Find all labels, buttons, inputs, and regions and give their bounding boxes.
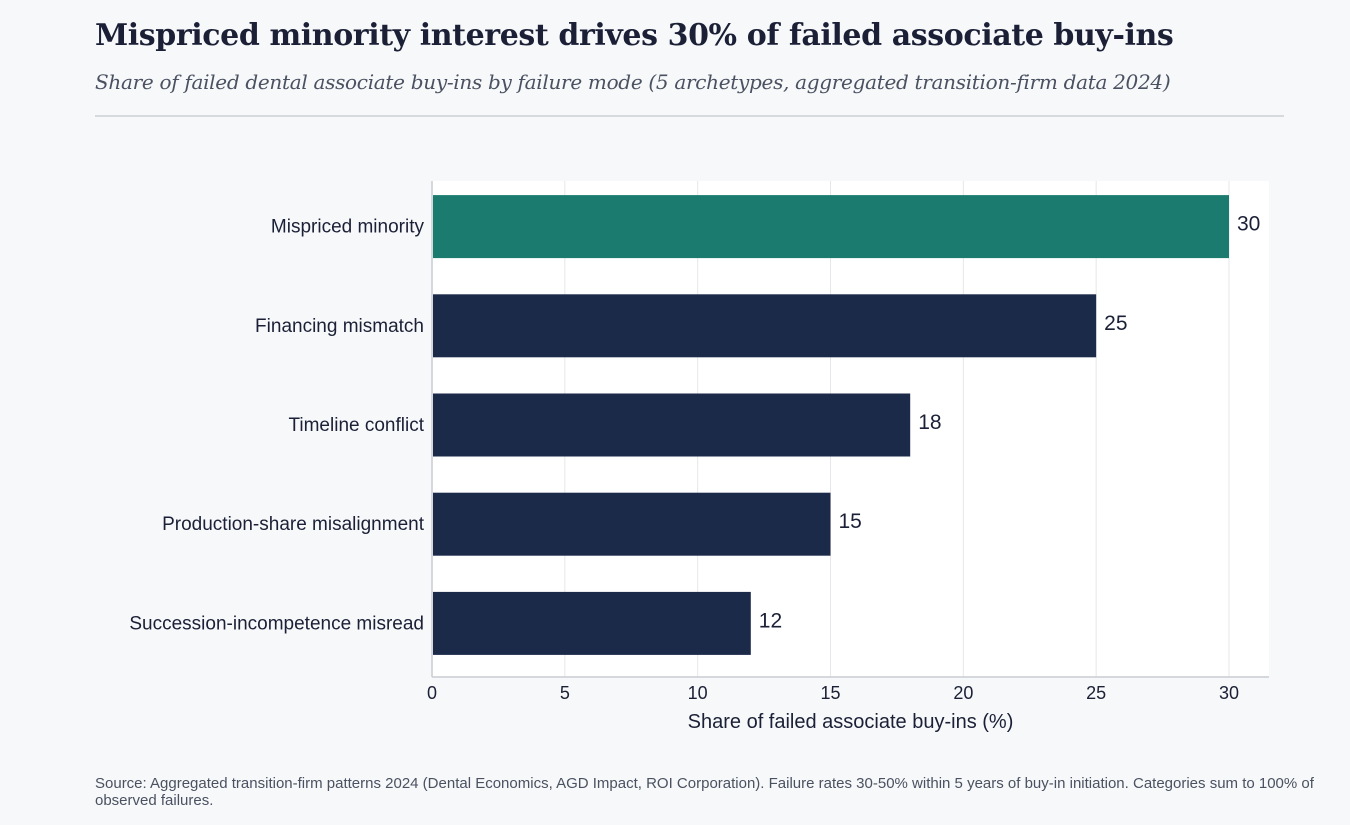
category-label: Mispriced minority — [271, 217, 425, 238]
x-tick-label: 25 — [1086, 683, 1106, 703]
category-label: Succession-incompetence misread — [129, 613, 424, 634]
bar — [433, 393, 911, 457]
x-tick-label: 20 — [953, 683, 973, 703]
value-label: 12 — [759, 609, 782, 632]
value-label: 18 — [918, 411, 941, 434]
category-label: Timeline conflict — [288, 415, 424, 436]
category-label: Production-share misalignment — [162, 514, 425, 535]
bars — [433, 195, 1229, 655]
x-tick-label: 15 — [820, 683, 840, 703]
bar — [433, 294, 1097, 358]
value-label: 30 — [1237, 213, 1260, 236]
category-label: Financing mismatch — [255, 316, 424, 337]
x-axis-label: Share of failed associate buy-ins (%) — [688, 711, 1014, 733]
source-note: Source: Aggregated transition-firm patte… — [95, 775, 1314, 809]
chart-subtitle: Share of failed dental associate buy-ins… — [95, 70, 1171, 94]
bar — [433, 591, 751, 655]
labels: Mispriced minority 30 Financing mismatch 25… — [129, 213, 1260, 635]
bar — [433, 195, 1229, 259]
value-label: 25 — [1104, 312, 1127, 335]
header-divider — [95, 115, 1284, 117]
x-tick-label: 10 — [688, 683, 708, 703]
chart-title: Mispriced minority interest drives 30% o… — [95, 18, 1174, 53]
x-tick-label: 0 — [427, 683, 437, 703]
bar — [433, 492, 831, 556]
x-tick-label: 30 — [1219, 683, 1239, 703]
axes: 0 5 10 15 20 25 30 — [427, 181, 1269, 703]
x-tick-label: 5 — [560, 683, 570, 703]
value-label: 15 — [839, 510, 862, 533]
